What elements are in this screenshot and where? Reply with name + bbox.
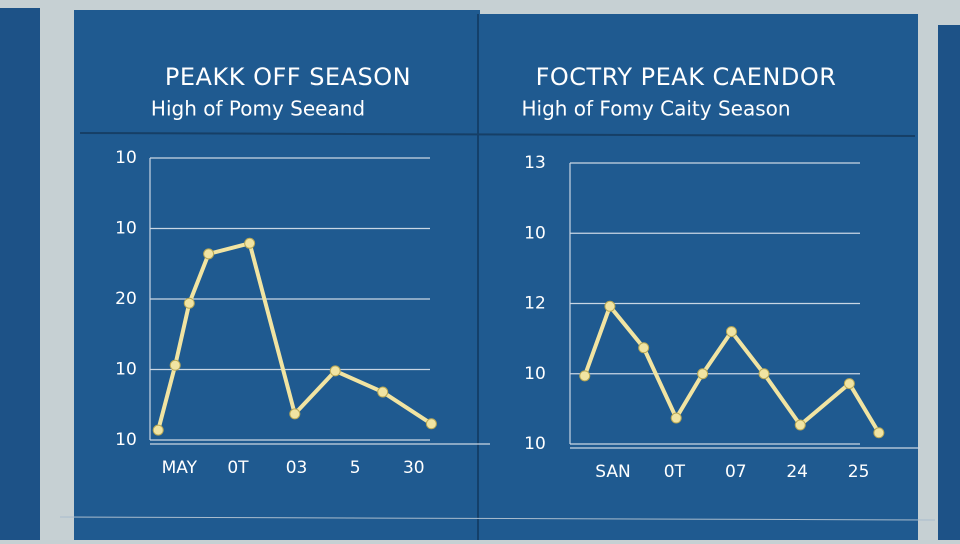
x-tick-label: 5 <box>350 458 361 478</box>
x-tick-label: 07 <box>725 462 747 482</box>
data-point <box>425 418 437 430</box>
x-tick-label: 0T <box>664 462 686 482</box>
x-tick-label: 24 <box>786 462 808 482</box>
panel <box>478 14 918 544</box>
x-tick-label: MAY <box>162 458 198 478</box>
chart-title: PEAKK OFF SEASON <box>165 63 411 91</box>
side-panel <box>0 8 40 544</box>
data-point <box>289 408 301 420</box>
chart-subtitle: High of Fomy Caity Season <box>521 97 790 121</box>
data-point <box>758 368 770 380</box>
data-point <box>873 427 885 439</box>
data-point <box>377 386 389 398</box>
y-tick-label: 10 <box>524 434 546 454</box>
y-tick-label: 10 <box>115 219 137 239</box>
data-point <box>244 237 256 249</box>
data-point <box>794 419 806 431</box>
y-tick-label: 10 <box>115 360 137 380</box>
chart-subtitle: High of Pomy Seeand <box>151 97 365 121</box>
y-tick-label: 10 <box>524 223 546 243</box>
data-point <box>183 297 195 309</box>
y-tick-label: 20 <box>115 289 137 309</box>
chart-title: FOCTRY PEAK CAENDOR <box>536 63 837 91</box>
data-point <box>203 248 215 260</box>
data-point <box>579 370 591 382</box>
y-tick-label: 10 <box>524 364 546 384</box>
header-rule <box>79 132 916 137</box>
data-point <box>843 378 855 390</box>
y-tick-label: 10 <box>115 148 137 168</box>
data-point <box>604 300 616 312</box>
y-tick-label: 13 <box>524 153 546 173</box>
data-point <box>638 342 650 354</box>
y-tick-label: 10 <box>115 430 137 450</box>
data-point <box>670 412 682 424</box>
x-tick-label: 0T <box>227 458 249 478</box>
data-line <box>582 304 881 434</box>
bottom-rule <box>59 516 936 521</box>
side-panel <box>938 25 960 544</box>
data-point <box>725 326 737 338</box>
x-tick-label: 03 <box>286 458 308 478</box>
data-point <box>697 368 709 380</box>
x-tick-label: SAN <box>595 462 630 482</box>
x-tick-label: 30 <box>403 458 425 478</box>
data-point <box>169 359 181 371</box>
panel <box>74 10 480 544</box>
y-tick-label: 12 <box>524 294 546 314</box>
x-tick-label: 25 <box>848 462 870 482</box>
data-point <box>152 424 164 436</box>
data-point <box>329 365 341 377</box>
